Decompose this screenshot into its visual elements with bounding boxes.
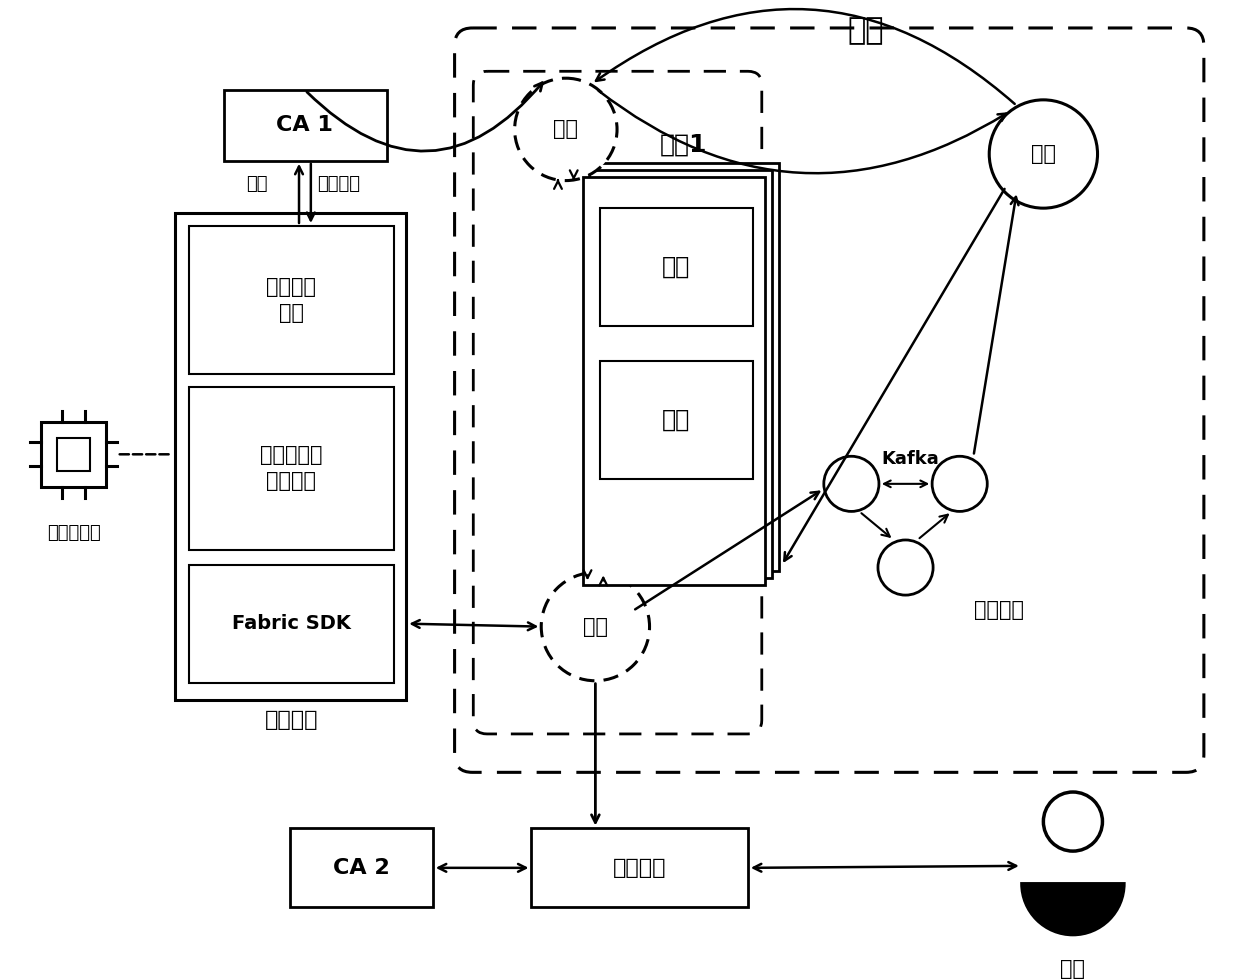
Text: CA 1: CA 1: [277, 116, 334, 135]
Text: 账本: 账本: [662, 255, 691, 279]
Text: 物联网设备: 物联网设备: [47, 524, 100, 542]
Wedge shape: [1022, 884, 1125, 935]
Circle shape: [990, 100, 1097, 208]
Text: 节点: 节点: [553, 120, 578, 139]
FancyBboxPatch shape: [224, 90, 387, 161]
Circle shape: [878, 540, 934, 595]
FancyBboxPatch shape: [188, 225, 393, 373]
Text: Fabric SDK: Fabric SDK: [232, 614, 351, 633]
FancyBboxPatch shape: [532, 828, 748, 907]
FancyBboxPatch shape: [188, 564, 393, 683]
Circle shape: [515, 78, 618, 180]
Circle shape: [823, 457, 879, 512]
Text: Kafka: Kafka: [882, 450, 940, 468]
Text: 查询模块: 查询模块: [613, 858, 666, 878]
Text: 链码: 链码: [662, 408, 691, 432]
FancyBboxPatch shape: [600, 361, 753, 479]
Text: 注册: 注册: [246, 174, 268, 192]
FancyBboxPatch shape: [290, 828, 433, 907]
Text: 排序服务: 排序服务: [975, 600, 1024, 620]
FancyBboxPatch shape: [455, 28, 1204, 772]
Text: CA 2: CA 2: [332, 858, 389, 878]
Circle shape: [541, 572, 650, 681]
FancyBboxPatch shape: [41, 421, 107, 487]
Text: 证书管理
模块: 证书管理 模块: [267, 276, 316, 323]
FancyBboxPatch shape: [596, 163, 779, 571]
Text: 用户: 用户: [1060, 959, 1085, 979]
Text: 通道: 通道: [848, 17, 884, 45]
Text: 节点: 节点: [583, 616, 608, 637]
Circle shape: [1043, 792, 1102, 851]
FancyBboxPatch shape: [589, 170, 771, 578]
Text: 节点: 节点: [1030, 144, 1056, 164]
Text: 返回证书: 返回证书: [316, 174, 360, 192]
FancyBboxPatch shape: [474, 72, 761, 734]
Circle shape: [932, 457, 987, 512]
Text: 数据接收与
处理模块: 数据接收与 处理模块: [260, 445, 322, 491]
FancyBboxPatch shape: [188, 387, 393, 550]
Text: 组坹1: 组坹1: [660, 132, 707, 156]
Text: 网关模块: 网关模块: [264, 710, 317, 730]
FancyBboxPatch shape: [600, 208, 753, 326]
FancyBboxPatch shape: [175, 213, 407, 701]
FancyBboxPatch shape: [583, 176, 765, 585]
FancyBboxPatch shape: [57, 437, 91, 471]
